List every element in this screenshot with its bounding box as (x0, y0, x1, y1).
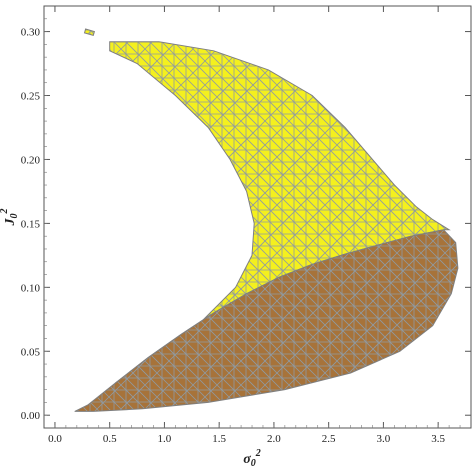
y-axis-label-sub: 0 (9, 214, 20, 219)
x-axis-label-sup: 2 (255, 448, 261, 459)
y-tick-label: 0.25 (21, 91, 41, 103)
y-tick-label: 0.05 (21, 346, 41, 358)
plot-frame (43, 5, 472, 429)
x-tick-label: 0.0 (48, 433, 62, 445)
x-tick-label: 0.5 (103, 433, 117, 445)
y-axis-label-base: J (3, 218, 18, 227)
x-tick-label: 2.5 (322, 433, 336, 445)
y-tick-label: 0.30 (21, 27, 41, 39)
y-tick-label: 0.00 (21, 410, 41, 422)
upper-region-fragment-edge (83, 28, 96, 37)
y-axis-label-sup: 2 (0, 209, 10, 215)
upper-region-fragment (83, 28, 96, 37)
x-tick-label: 3.5 (431, 433, 445, 445)
x-axis-label-base: σ (243, 452, 251, 467)
y-axis-label: J02 (0, 209, 20, 227)
x-axis-ticks: 0.0 0.5 1.0 1.5 2.0 2.5 3.0 3.5 (48, 6, 461, 445)
upper-region-fill (109, 41, 450, 384)
y-tick-label: 0.20 (21, 154, 41, 166)
x-tick-label: 2.0 (267, 433, 281, 445)
y-tick-label: 0.10 (21, 282, 41, 294)
y-axis-ticks: 0.00 0.05 0.10 0.15 0.20 0.25 0.30 (21, 18, 471, 422)
x-tick-label: 3.0 (377, 433, 391, 445)
x-axis-label: σ02 (243, 448, 261, 467)
x-axis-label-sub: 0 (251, 458, 256, 467)
y-tick-label: 0.15 (21, 218, 41, 230)
x-tick-label: 1.5 (212, 433, 226, 445)
x-tick-label: 1.0 (158, 433, 172, 445)
lower-region-edge (74, 229, 459, 412)
